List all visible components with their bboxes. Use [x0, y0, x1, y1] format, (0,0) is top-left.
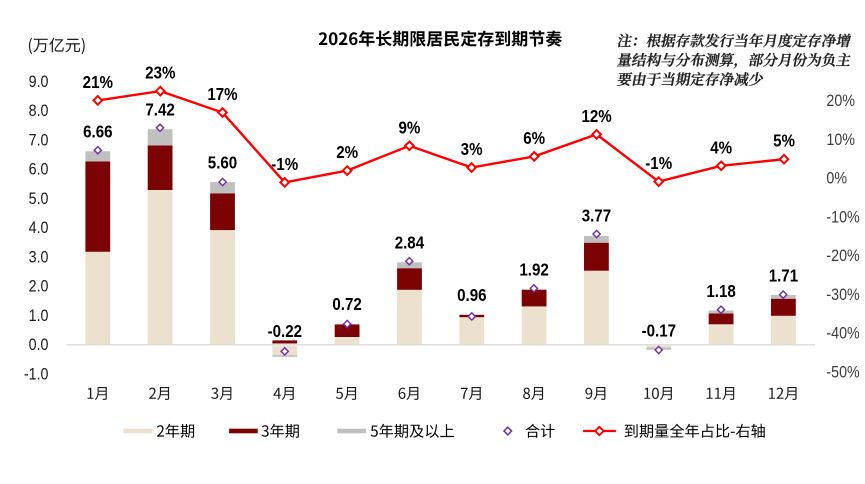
svg-text:2.84: 2.84 — [395, 232, 425, 253]
svg-text:-1%: -1% — [645, 153, 672, 174]
svg-text:-50%: -50% — [826, 363, 859, 381]
svg-text:0.96: 0.96 — [457, 285, 486, 306]
svg-text:7.42: 7.42 — [145, 99, 174, 120]
svg-text:2%: 2% — [336, 142, 358, 163]
svg-text:3%: 3% — [461, 139, 483, 160]
svg-text:6.66: 6.66 — [83, 121, 112, 142]
svg-text:5.60: 5.60 — [208, 152, 237, 173]
svg-text:9%: 9% — [398, 117, 420, 138]
svg-text:4%: 4% — [710, 137, 732, 158]
svg-text:-20%: -20% — [826, 247, 859, 265]
svg-text:1.71: 1.71 — [769, 265, 798, 286]
svg-text:-40%: -40% — [826, 325, 859, 343]
svg-text:0.72: 0.72 — [332, 294, 361, 315]
svg-text:17%: 17% — [207, 84, 237, 105]
svg-text:5%: 5% — [773, 130, 795, 151]
svg-text:0%: 0% — [826, 170, 847, 188]
svg-text:-0.17: -0.17 — [642, 320, 676, 341]
svg-text:23%: 23% — [145, 62, 175, 83]
svg-text:10%: 10% — [826, 131, 855, 149]
svg-text:-30%: -30% — [826, 286, 859, 304]
svg-text:21%: 21% — [83, 72, 113, 93]
svg-text:20%: 20% — [826, 92, 855, 110]
svg-text:7.0: 7.0 — [29, 131, 49, 149]
svg-text:2.0: 2.0 — [29, 278, 49, 296]
svg-text:-1%: -1% — [271, 154, 298, 175]
svg-text:8.0: 8.0 — [29, 102, 49, 120]
svg-text:6%: 6% — [523, 128, 545, 149]
svg-text:1.0: 1.0 — [29, 307, 49, 325]
svg-text:1.18: 1.18 — [706, 281, 735, 302]
svg-text:5.0: 5.0 — [29, 190, 49, 208]
svg-text:-1.0: -1.0 — [24, 365, 49, 383]
svg-text:0.0: 0.0 — [29, 336, 49, 354]
svg-text:9.0: 9.0 — [29, 73, 49, 91]
svg-text:3.77: 3.77 — [582, 205, 611, 226]
svg-text:6.0: 6.0 — [29, 161, 49, 179]
svg-text:-0.22: -0.22 — [268, 321, 302, 342]
svg-text:3.0: 3.0 — [29, 248, 49, 266]
svg-text:1.92: 1.92 — [519, 259, 548, 280]
svg-text:4.0: 4.0 — [29, 219, 49, 237]
svg-text:-10%: -10% — [826, 208, 859, 226]
svg-text:12%: 12% — [581, 106, 611, 127]
